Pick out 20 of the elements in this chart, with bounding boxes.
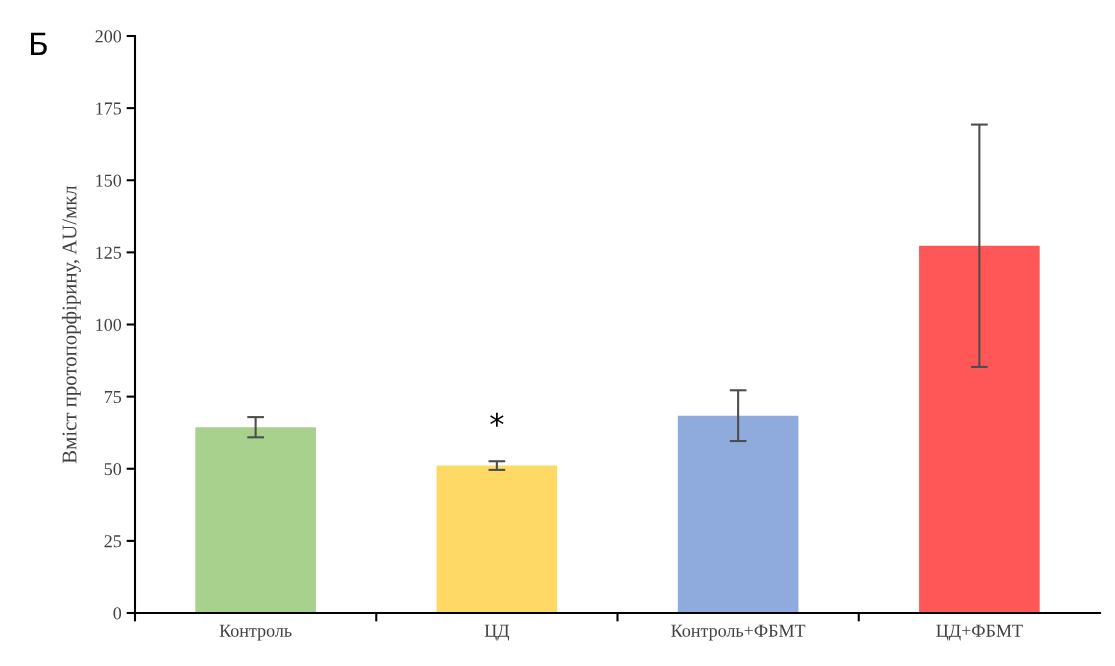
x-tick-label: Контроль+ФБМТ [671,624,806,641]
y-axis-title: Вміст протопорфірину, AU/мкл [61,185,81,464]
bar [677,415,799,613]
y-tick-label: 125 [96,246,122,259]
bar [919,245,1040,613]
y-tick-label: 75 [104,391,122,404]
x-tick-label: ЦД [484,624,510,641]
annotation: * [490,412,504,427]
y-tick-label: 175 [96,102,122,115]
x-tick-label: ЦД+ФБМТ [936,624,1023,641]
y-tick-label: 150 [96,174,122,187]
y-tick-label: 200 [95,30,122,43]
y-tick-label: 25 [104,535,122,548]
text: Б [31,32,47,55]
y-tick-label: 0 [113,607,122,620]
y-tick-label: 50 [104,463,122,476]
x-tick-label: Контроль [219,624,292,641]
y-tick-label: 100 [96,318,122,331]
bar [436,465,558,613]
bar [195,427,316,613]
